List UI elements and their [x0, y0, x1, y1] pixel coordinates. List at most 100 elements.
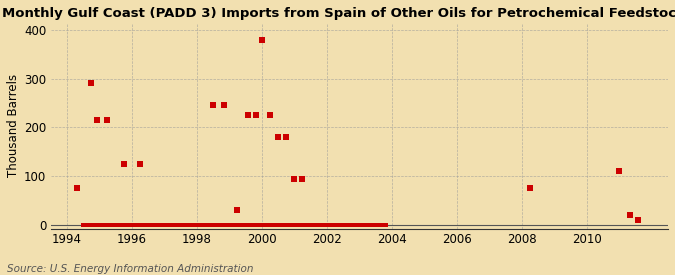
Point	[624, 213, 635, 218]
Point	[238, 223, 248, 227]
Point	[297, 177, 308, 181]
Point	[194, 223, 205, 227]
Point	[319, 223, 329, 227]
Point	[97, 223, 107, 227]
Point	[94, 223, 105, 227]
Point	[88, 223, 99, 227]
Point	[340, 223, 351, 227]
Point	[376, 223, 387, 227]
Point	[286, 223, 297, 227]
Point	[267, 223, 278, 227]
Point	[316, 223, 327, 227]
Point	[80, 223, 91, 227]
Point	[284, 223, 294, 227]
Point	[118, 223, 129, 227]
Point	[137, 223, 148, 227]
Point	[99, 223, 110, 227]
Point	[205, 223, 216, 227]
Point	[183, 223, 194, 227]
Point	[354, 223, 364, 227]
Point	[378, 223, 389, 227]
Point	[251, 223, 262, 227]
Point	[273, 135, 284, 139]
Point	[373, 223, 383, 227]
Point	[91, 118, 102, 122]
Point	[278, 223, 289, 227]
Point	[202, 223, 213, 227]
Point	[346, 223, 356, 227]
Point	[221, 223, 232, 227]
Point	[102, 223, 113, 227]
Point	[270, 223, 281, 227]
Point	[289, 223, 300, 227]
Point	[224, 223, 235, 227]
Point	[169, 223, 180, 227]
Point	[332, 223, 343, 227]
Point	[118, 162, 129, 166]
Point	[157, 223, 167, 227]
Point	[161, 223, 172, 227]
Point	[348, 223, 359, 227]
Point	[208, 103, 219, 108]
Point	[232, 208, 243, 213]
Point	[359, 223, 370, 227]
Point	[259, 223, 270, 227]
Point	[192, 223, 202, 227]
Point	[230, 223, 240, 227]
Point	[256, 223, 267, 227]
Point	[321, 223, 332, 227]
Point	[86, 81, 97, 86]
Point	[178, 223, 188, 227]
Point	[175, 223, 186, 227]
Point	[265, 113, 275, 117]
Point	[335, 223, 346, 227]
Point	[208, 223, 219, 227]
Point	[302, 223, 313, 227]
Point	[324, 223, 335, 227]
Point	[110, 223, 121, 227]
Point	[210, 223, 221, 227]
Point	[126, 223, 137, 227]
Point	[300, 223, 310, 227]
Point	[227, 223, 238, 227]
Point	[246, 223, 256, 227]
Point	[313, 223, 324, 227]
Point	[91, 223, 102, 227]
Point	[254, 223, 265, 227]
Point	[140, 223, 151, 227]
Point	[310, 223, 321, 227]
Point	[102, 118, 113, 122]
Point	[218, 103, 229, 108]
Point	[235, 223, 246, 227]
Point	[305, 223, 316, 227]
Point	[159, 223, 169, 227]
Point	[308, 223, 319, 227]
Title: Monthly Gulf Coast (PADD 3) Imports from Spain of Other Oils for Petrochemical F: Monthly Gulf Coast (PADD 3) Imports from…	[1, 7, 675, 20]
Point	[167, 223, 178, 227]
Point	[381, 223, 392, 227]
Y-axis label: Thousand Barrels: Thousand Barrels	[7, 74, 20, 177]
Point	[262, 223, 273, 227]
Point	[370, 223, 381, 227]
Point	[142, 223, 153, 227]
Point	[218, 223, 229, 227]
Point	[356, 223, 367, 227]
Point	[281, 223, 292, 227]
Point	[115, 223, 126, 227]
Point	[153, 223, 164, 227]
Point	[173, 223, 184, 227]
Point	[148, 223, 159, 227]
Point	[78, 223, 88, 227]
Point	[181, 223, 192, 227]
Point	[197, 223, 208, 227]
Point	[251, 113, 262, 117]
Point	[165, 223, 176, 227]
Point	[232, 223, 243, 227]
Point	[243, 113, 254, 117]
Point	[329, 223, 340, 227]
Point	[275, 223, 286, 227]
Point	[216, 223, 227, 227]
Point	[213, 223, 224, 227]
Point	[129, 223, 140, 227]
Point	[294, 223, 305, 227]
